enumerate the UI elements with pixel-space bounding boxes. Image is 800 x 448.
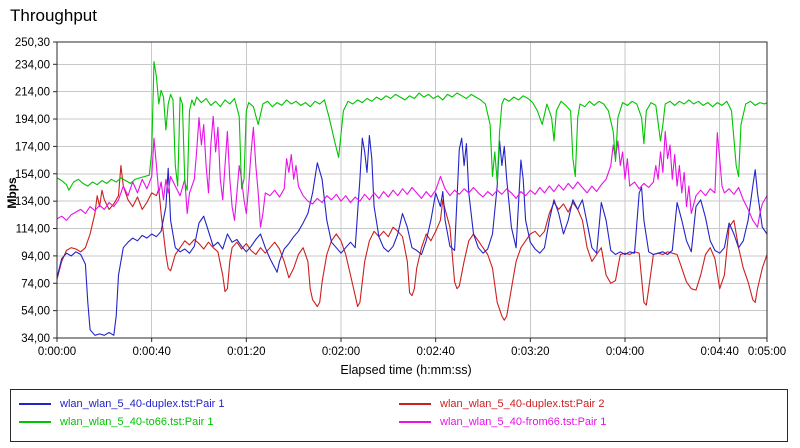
x-tick-label: 0:03:20 — [511, 346, 549, 358]
x-tick-label: 0:02:00 — [322, 346, 360, 358]
series-line-0 — [57, 134, 767, 336]
x-axis-title: Elapsed time (h:mm:ss) — [340, 363, 471, 377]
page-title: Throughput — [10, 6, 97, 25]
legend-item-duplex-pair1: wlan_wlan_5_40-duplex.tst:Pair 1 — [19, 395, 225, 413]
y-tick-label: 250,30 — [15, 37, 50, 49]
x-tick-label: 0:01:20 — [227, 346, 265, 358]
legend-column-right: wlan_wlan_5_40-duplex.tst:Pair 2 wlan_wl… — [399, 395, 606, 431]
legend-line-swatch-green — [19, 421, 51, 423]
legend-label: wlan_wlan_5_40-duplex.tst:Pair 1 — [60, 398, 225, 410]
legend-label: wlan_wlan_5_40-from66.tst:Pair 1 — [440, 416, 607, 428]
x-tick-label: 0:02:40 — [416, 346, 454, 358]
y-tick-label: 234,00 — [15, 59, 50, 71]
y-tick-label: 94,00 — [21, 251, 50, 263]
chart-legend: wlan_wlan_5_40-duplex.tst:Pair 1 wlan_wl… — [10, 389, 788, 442]
series-line-2 — [57, 61, 767, 191]
y-axis-title: Mbps — [5, 177, 19, 209]
legend-line-swatch-magenta — [399, 421, 431, 423]
y-tick-label: 134,00 — [15, 196, 50, 208]
series-group — [57, 61, 767, 336]
legend-item-duplex-pair2: wlan_wlan_5_40-duplex.tst:Pair 2 — [399, 395, 606, 413]
y-tick-label: 174,00 — [15, 141, 50, 153]
legend-label: wlan_wlan_5_40-duplex.tst:Pair 2 — [440, 398, 605, 410]
legend-item-from66-pair1: wlan_wlan_5_40-from66.tst:Pair 1 — [399, 413, 606, 431]
legend-column-left: wlan_wlan_5_40-duplex.tst:Pair 1 wlan_wl… — [19, 395, 225, 431]
legend-line-swatch-red — [399, 403, 431, 405]
y-tick-label: 34,00 — [21, 333, 50, 345]
legend-label: wlan_wlan_5_40-to66.tst:Pair 1 — [60, 416, 214, 428]
y-tick-label: 114,00 — [16, 224, 50, 236]
plot-border — [56, 41, 768, 339]
throughput-line-chart: 250,30 234,00 214,00 194,00 174,00 154,00 134,… — [5, 37, 786, 377]
y-tick-label: 194,00 — [15, 114, 50, 126]
x-tick-label: 0:04:00 — [606, 346, 644, 358]
y-tick-label: 154,00 — [15, 169, 50, 181]
x-tick-label: 0:04:40 — [700, 346, 738, 358]
legend-item-to66-pair1: wlan_wlan_5_40-to66.tst:Pair 1 — [19, 413, 225, 431]
gridlines — [57, 42, 767, 339]
x-tick-label: 0:05:00 — [748, 346, 786, 358]
legend-line-swatch-blue — [19, 403, 51, 405]
series-line-1 — [57, 165, 767, 321]
x-tick-label: 0:00:40 — [132, 346, 170, 358]
series-line-3 — [57, 115, 767, 228]
y-tick-label: 54,00 — [21, 306, 50, 318]
axes: 250,30 234,00 214,00 194,00 174,00 154,00 134,… — [15, 37, 786, 358]
y-tick-label: 74,00 — [21, 278, 50, 290]
x-tick-label: 0:00:00 — [38, 346, 76, 358]
y-tick-label: 214,00 — [15, 87, 50, 99]
